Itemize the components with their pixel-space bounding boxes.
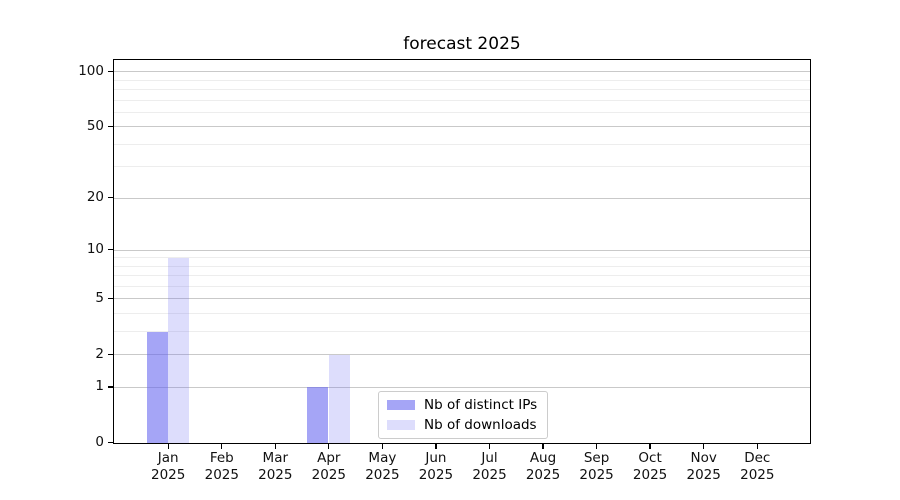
- x-tick-label: Nov 2025: [672, 450, 736, 483]
- x-tick-year: 2025: [204, 466, 239, 483]
- x-tick-month: Jan: [157, 450, 179, 466]
- x-tick-mark: [649, 443, 651, 449]
- major-gridline: [114, 354, 810, 355]
- minor-gridline: [114, 265, 810, 267]
- y-tick-label: 50: [86, 117, 104, 134]
- legend-item-downloads: Nb of downloads: [387, 417, 537, 433]
- plot-area: [113, 59, 811, 444]
- x-tick-year: 2025: [365, 466, 400, 483]
- x-tick-mark: [595, 443, 598, 449]
- x-tick-year: 2025: [151, 466, 186, 483]
- y-tick-label: 100: [78, 62, 104, 79]
- x-tick-mark: [221, 443, 223, 449]
- x-tick-year: 2025: [632, 466, 668, 483]
- y-tick-mark: [107, 353, 113, 355]
- x-tick-month: Sep: [583, 450, 610, 466]
- x-tick-mark: [703, 443, 705, 449]
- x-tick-label: Mar 2025: [243, 450, 307, 483]
- minor-gridline: [114, 79, 810, 81]
- major-gridline: [114, 71, 810, 73]
- x-tick-mark: [167, 443, 169, 449]
- x-tick-month: May: [368, 450, 397, 466]
- y-tick-mark: [107, 442, 113, 444]
- x-tick-mark: [542, 443, 544, 449]
- x-tick-month: Feb: [209, 450, 234, 466]
- minor-gridline: [114, 88, 810, 90]
- x-tick-label: Jan 2025: [136, 450, 200, 483]
- y-tick-mark: [107, 197, 113, 199]
- x-tick-mark: [328, 443, 330, 449]
- legend-swatch-distinct-ips: [387, 400, 415, 410]
- x-tick-year: 2025: [311, 466, 346, 483]
- x-tick-year: 2025: [472, 466, 507, 483]
- x-tick-year: 2025: [740, 466, 775, 483]
- x-tick-mark: [381, 443, 384, 449]
- bar-downloads-jan: [167, 257, 190, 443]
- x-tick-month: Oct: [638, 450, 662, 466]
- x-tick-year: 2025: [418, 466, 454, 483]
- minor-gridline: [114, 257, 810, 259]
- x-tick-month: Dec: [744, 450, 771, 466]
- minor-gridline: [114, 99, 810, 101]
- y-tick-label: 5: [95, 290, 104, 307]
- x-tick-month: Mar: [262, 450, 289, 466]
- minor-gridline: [114, 330, 810, 332]
- y-tick-mark: [107, 125, 113, 128]
- bar-distinct-ips-jan: [146, 331, 168, 443]
- y-tick-label: 10: [86, 241, 104, 258]
- x-tick-month: Apr: [317, 450, 341, 466]
- x-tick-label: Dec 2025: [725, 450, 789, 483]
- y-tick-mark: [107, 386, 113, 388]
- x-tick-label: Feb 2025: [190, 450, 254, 483]
- x-tick-mark: [274, 443, 276, 449]
- y-tick-mark: [107, 249, 113, 251]
- minor-gridline: [114, 312, 810, 314]
- x-tick-month: Aug: [529, 450, 557, 466]
- x-tick-mark: [756, 443, 758, 449]
- x-tick-mark: [435, 443, 437, 449]
- y-tick-label: 2: [95, 345, 104, 362]
- x-tick-label: Oct 2025: [618, 450, 682, 483]
- y-tick-mark: [107, 70, 113, 73]
- major-gridline: [114, 386, 810, 388]
- major-gridline: [114, 126, 810, 128]
- x-tick-year: 2025: [579, 466, 614, 483]
- x-tick-month: Nov: [690, 450, 717, 466]
- major-gridline: [114, 298, 810, 300]
- legend-swatch-downloads: [387, 420, 415, 430]
- x-tick-year: 2025: [686, 466, 721, 483]
- x-tick-month: Jul: [481, 450, 498, 466]
- minor-gridline: [114, 275, 810, 277]
- x-tick-label: Sep 2025: [565, 450, 629, 483]
- x-tick-label: Aug 2025: [511, 450, 575, 483]
- y-tick-label: 0: [95, 434, 104, 451]
- legend-label-downloads: Nb of downloads: [424, 417, 537, 433]
- minor-gridline: [114, 111, 810, 113]
- minor-gridline: [114, 285, 810, 287]
- x-tick-year: 2025: [525, 466, 561, 483]
- legend: Nb of distinct IPs Nb of downloads: [378, 391, 549, 439]
- x-tick-year: 2025: [258, 466, 293, 483]
- chart-title: forecast 2025: [403, 34, 521, 54]
- y-tick-label: 1: [95, 378, 104, 395]
- legend-item-distinct-ips: Nb of distinct IPs: [387, 397, 537, 413]
- x-tick-label: May 2025: [350, 450, 414, 483]
- x-tick-month: Jun: [425, 450, 447, 466]
- bar-distinct-ips-apr: [307, 387, 329, 443]
- major-gridline: [114, 197, 810, 199]
- y-tick-label: 20: [86, 189, 104, 206]
- x-tick-label: Jul 2025: [458, 450, 522, 483]
- y-tick-mark: [107, 297, 113, 300]
- x-tick-label: Jun 2025: [404, 450, 468, 483]
- legend-label-distinct-ips: Nb of distinct IPs: [424, 397, 538, 413]
- x-tick-mark: [488, 443, 491, 449]
- minor-gridline: [114, 166, 810, 168]
- bar-downloads-apr: [328, 354, 350, 443]
- minor-gridline: [114, 143, 810, 145]
- major-gridline: [114, 249, 810, 251]
- x-tick-label: Apr 2025: [297, 450, 361, 483]
